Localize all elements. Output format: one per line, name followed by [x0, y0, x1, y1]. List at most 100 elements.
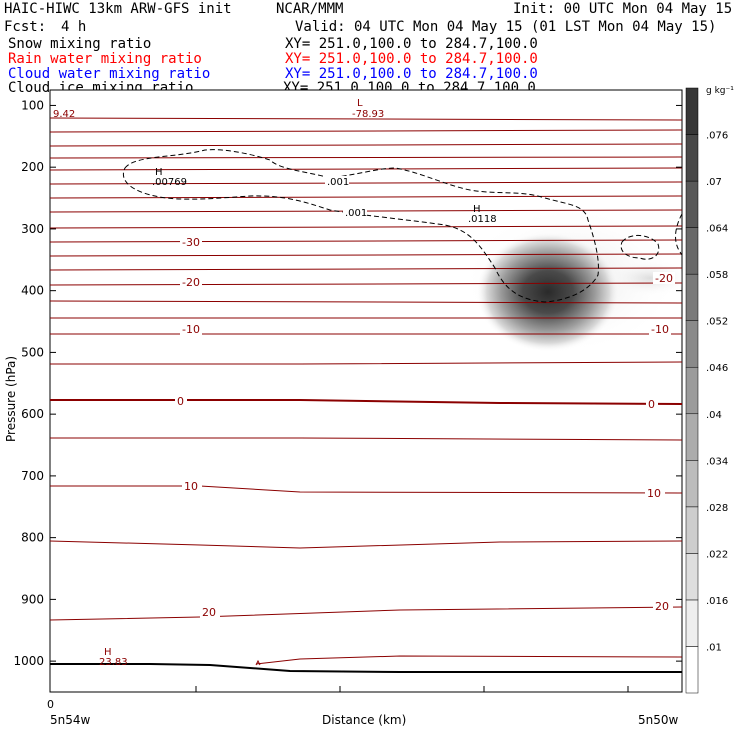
isotherm: [50, 167, 682, 171]
y-tick-label: 300: [21, 222, 44, 236]
y-tick-label: 500: [21, 345, 44, 359]
colorbar-swatch: [685, 134, 699, 182]
temp-high-mark: H: [104, 647, 112, 658]
snow-high-mark: H: [155, 167, 163, 178]
y-tick-label: 600: [21, 407, 44, 421]
y-tick-label: 900: [21, 592, 44, 606]
fcst-label: Fcst:: [4, 19, 47, 35]
temp-label: -10: [182, 323, 200, 336]
temp-label: -10: [651, 323, 669, 336]
colorbar-swatch: [685, 553, 699, 601]
plot-frame: [49, 89, 683, 693]
snow-contour-label: .001: [345, 208, 367, 219]
colorbar-swatch: [685, 227, 699, 275]
y-tick-label: 400: [21, 284, 44, 298]
colorbar-swatch: [685, 366, 699, 415]
colorbar-label: .064: [706, 224, 728, 235]
field-xy-rain: XY= 251.0,100.0 to 284.7,100.0: [285, 51, 538, 67]
colorbar-label: .076: [706, 131, 728, 142]
y-tick-label: 800: [21, 531, 44, 545]
temp-label: 10: [184, 480, 198, 493]
temp-label: -20: [182, 276, 200, 289]
colorbar-label: .022: [706, 549, 728, 560]
field-name-rain: Rain water mixing ratio: [8, 51, 202, 67]
temp-label: 20: [202, 606, 216, 619]
terrain-tick: [255, 659, 261, 666]
snow-high-value: .00769: [152, 177, 187, 188]
temp-high-value: 23.83: [99, 657, 128, 668]
isotherm: [50, 143, 682, 147]
colorbar-swatch: [685, 413, 699, 461]
field-xy-snow: XY= 251.0,100.0 to 284.7,100.0: [285, 36, 538, 52]
org-label: NCAR/MMM: [276, 1, 344, 17]
temp-label: 0: [177, 395, 184, 408]
x-axis-label: Distance (km): [322, 713, 406, 727]
isotherm: [50, 437, 682, 441]
field-xy-cloudwater: XY= 251.0,100.0 to 284.7,100.0: [285, 66, 538, 82]
colorbar: .01 .016 .022 .028 .034 .04 .046 .052 .058 .064 .0…: [685, 87, 728, 694]
colorbar-label: .028: [706, 503, 728, 514]
low-mark: L: [357, 98, 363, 109]
corner-value: 9.42: [53, 109, 75, 120]
isotherm: [50, 225, 682, 229]
snow-high-value: .0118: [468, 214, 497, 225]
isotherm: [50, 485, 682, 494]
isotherm: [50, 267, 682, 271]
isotherm: [50, 117, 682, 121]
isotherm: [50, 181, 682, 185]
y-tick-label: 1000: [13, 654, 44, 668]
colorbar-label: .07: [706, 177, 722, 188]
colorbar-units: g kg⁻¹: [706, 86, 734, 96]
snow-contour: [122, 149, 599, 303]
x-axis: [195, 686, 629, 692]
isotherm: [50, 300, 682, 304]
colorbar-swatch: [685, 273, 699, 321]
isotherm: [255, 655, 682, 665]
colorbar-label: .034: [706, 456, 728, 467]
colorbar-label: .052: [706, 317, 728, 328]
temp-label: -30: [182, 236, 200, 249]
colorbar-label: .046: [706, 363, 728, 374]
init-time: Init: 00 UTC Mon 04 May 15: [513, 1, 733, 17]
colorbar-swatch: [685, 180, 699, 228]
snow-high-mark: H: [473, 204, 481, 215]
snow-contour: [620, 235, 660, 260]
temp-label: -20: [655, 272, 673, 285]
fcst-value: 4 h: [61, 19, 87, 35]
colorbar-swatch: [685, 87, 699, 135]
temp-label: 20: [655, 600, 669, 613]
colorbar-swatch: [685, 460, 699, 508]
cloud-ice-shading: [476, 232, 620, 352]
isotherm: [50, 195, 682, 199]
isotherm: [50, 361, 682, 365]
field-name-snow: Snow mixing ratio: [8, 36, 152, 52]
colorbar-label: .04: [706, 410, 722, 421]
y-axis-label: Pressure (hPa): [4, 356, 18, 442]
colorbar-swatch: [685, 320, 699, 368]
x-tick-zero: 0: [47, 698, 54, 711]
x-end-label: 5n50w: [638, 713, 679, 727]
y-tick-label: 100: [21, 98, 44, 112]
isotherm: [50, 282, 682, 286]
colorbar-label: .01: [706, 642, 722, 653]
snow-contour: [675, 213, 682, 256]
colorbar-label: .058: [706, 270, 728, 281]
isotherm: [50, 129, 682, 133]
snow-contours: [122, 149, 682, 303]
snow-contour-label: .001: [327, 177, 349, 188]
temp-label: 0: [648, 398, 655, 411]
model-title: HAIC-HIWC 13km ARW-GFS init: [4, 1, 232, 17]
isotherm: [50, 540, 682, 549]
colorbar-label: .016: [706, 596, 728, 607]
isotherm: [50, 253, 682, 257]
colorbar-swatch: [685, 599, 699, 647]
colorbar-swatch: [685, 506, 699, 554]
y-tick-label: 700: [21, 469, 44, 483]
extrema-annotations: L -78.93 9.42 H .00769 .001 .001 H .0118…: [53, 98, 497, 668]
y-tick-label: 200: [21, 160, 44, 174]
valid-time: Valid: 04 UTC Mon 04 May 15 (01 LST Mon …: [295, 19, 717, 35]
terrain-line: [50, 663, 682, 673]
low-value: -78.93: [352, 109, 384, 120]
